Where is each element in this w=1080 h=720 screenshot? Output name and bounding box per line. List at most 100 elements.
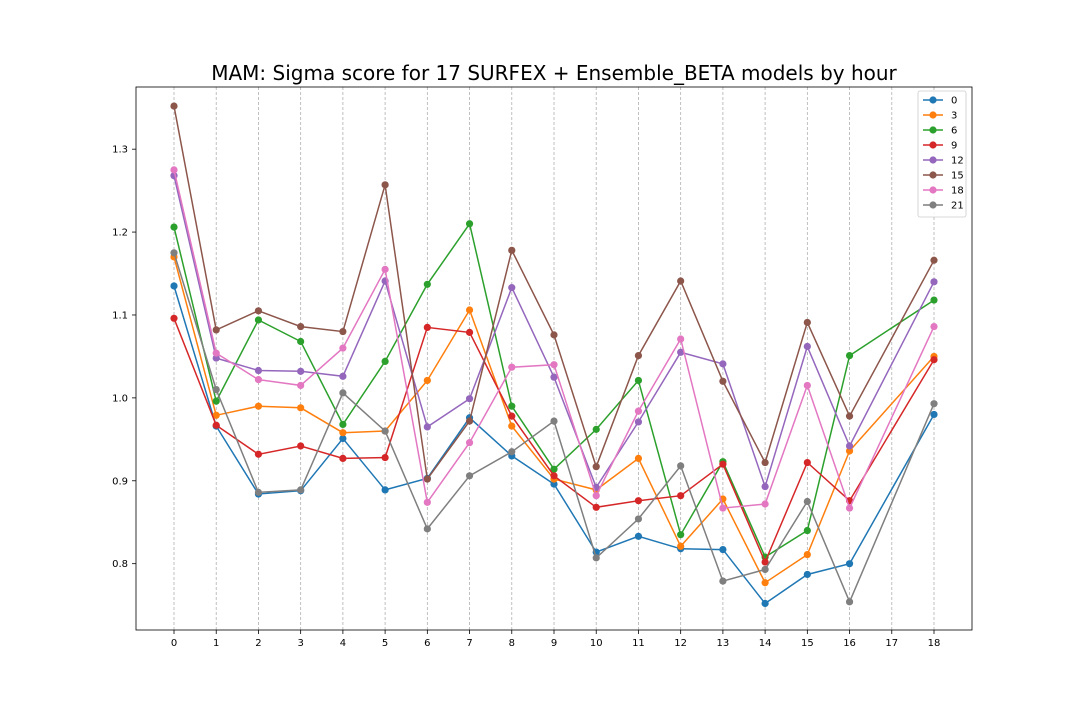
series-point [677,542,685,550]
series-point [677,348,685,356]
series-point [761,482,769,491]
legend-label: 9 [951,141,957,152]
series-point [803,550,811,559]
series-15 [170,102,938,483]
x-tick-label: 13 [717,638,730,649]
x-tick-label: 4 [340,638,346,649]
series-point [465,395,474,403]
y-tick-label: 1.2 [112,228,128,239]
series-point [845,447,854,455]
series-point [761,565,769,574]
series-point [803,497,811,506]
y-tick-label: 0.9 [112,476,128,487]
series-point [339,389,347,397]
series-point [423,376,431,385]
series-point [381,357,389,366]
series-point [212,326,220,334]
x-tick-label: 3 [297,638,303,649]
series-point [803,342,811,351]
legend-item: 18 [923,186,964,197]
series-point [634,418,643,426]
y-tick-label: 1.1 [112,310,128,321]
series-point [761,599,769,608]
legend-label: 21 [951,201,964,212]
series-point [254,376,263,384]
series-point [592,503,600,511]
series-point [550,472,558,480]
series-point [381,486,389,494]
series-point [930,410,938,419]
series-point [423,525,431,533]
x-tick-label: 16 [843,638,856,649]
series-point [677,335,685,343]
series-point [339,327,347,336]
series-point [719,504,727,512]
series-point [677,492,685,500]
series-point [423,498,431,506]
legend-item: 12 [923,156,964,167]
series-point [719,577,727,585]
series-point [634,497,643,505]
plot-frame [135,86,973,631]
x-tick-label: 10 [590,638,603,649]
series-point [170,314,178,322]
series-line [173,256,935,584]
series-point [465,306,474,314]
x-tick-label: 11 [632,638,645,649]
series-point [212,385,220,394]
series-point [423,323,431,332]
series-point [634,376,643,385]
series-point [845,412,854,420]
x-tick-label: 8 [509,638,515,649]
legend-item: 0 [923,96,957,107]
series-point [803,458,811,467]
legend-item: 9 [923,141,957,152]
series-point [634,454,643,462]
series-9 [170,314,938,566]
series-point [634,532,643,540]
legend-label: 15 [951,171,964,182]
legend-item: 3 [923,111,957,122]
series-point [339,434,347,443]
series-point [212,421,220,429]
series-point [761,579,769,587]
series-21 [170,249,938,606]
series-point [170,223,178,231]
series-point [254,402,263,410]
legend-swatch-marker [929,201,937,209]
legend-swatch-marker [929,126,937,134]
x-tick-label: 2 [255,638,261,649]
series-line [173,285,935,605]
series-point [550,480,558,488]
series-point [634,515,643,523]
series-point [423,423,431,431]
series-point [508,422,516,430]
y-tick-label: 1.3 [112,145,128,156]
legend-swatch-marker [929,156,937,164]
series-point [677,531,685,539]
series-point [339,372,347,380]
legend-label: 12 [951,156,964,167]
series-point [803,570,811,579]
series-point [381,181,389,189]
series-point [423,280,431,288]
series-line [173,221,935,559]
series-6 [170,220,938,561]
series-point [592,425,600,433]
legend-swatch-marker [929,96,937,104]
series-line [173,169,935,511]
series-point [761,558,769,566]
series-point [550,361,558,369]
series-point [761,458,769,467]
series-point [254,488,263,496]
legend-label: 3 [951,111,957,122]
x-tick-label: 18 [928,638,941,649]
series-point [845,560,854,568]
series-line [173,252,935,604]
x-tick-label: 12 [674,638,687,649]
series-point [212,411,220,419]
series-point [508,412,516,420]
series-point [254,316,263,324]
series-point [381,427,389,435]
